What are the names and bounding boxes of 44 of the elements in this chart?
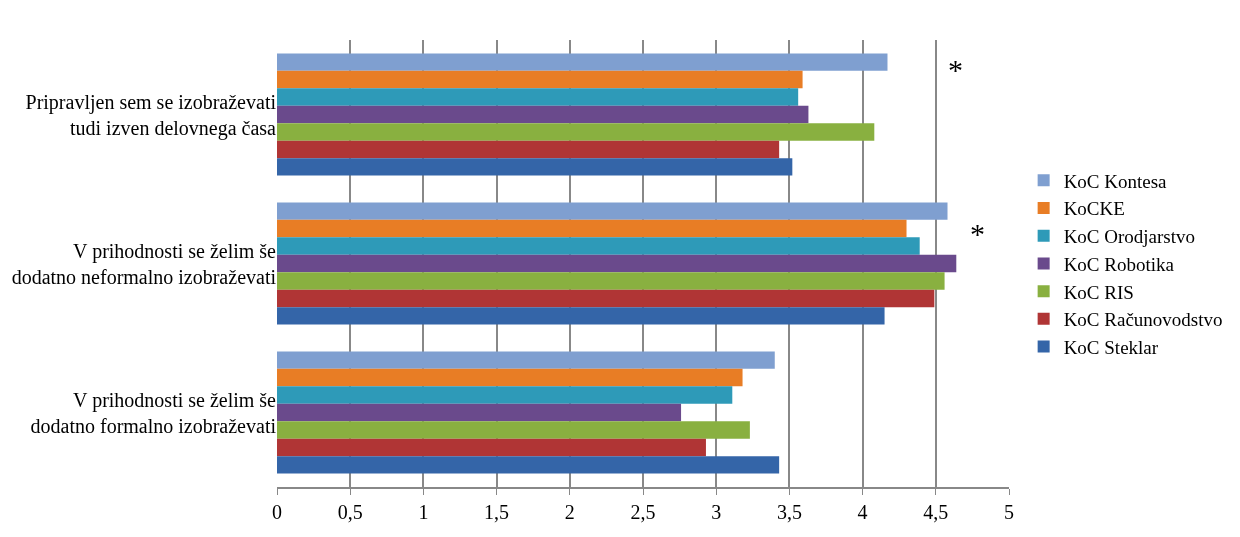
x-tick-label: 2,5: [630, 500, 656, 523]
bar: [277, 53, 888, 71]
bar: [277, 88, 799, 106]
bar: [277, 70, 803, 89]
legend-label: KoC Računovodstvo: [1063, 309, 1223, 331]
legend-label: KoCKE: [1063, 198, 1125, 220]
bar: [277, 351, 775, 369]
bar: [277, 386, 733, 404]
bar: [277, 140, 780, 159]
bar: [277, 368, 743, 387]
x-tick-label: 5: [1004, 500, 1014, 523]
x-tick-label: 3,5: [776, 500, 802, 523]
bar: [277, 123, 875, 141]
y-tick-label: V prihodnosti se želim še dodatno formalno izobraževati: [30, 388, 277, 437]
x-tick-label: 3: [711, 500, 722, 523]
bar: [277, 438, 706, 457]
bar: [277, 272, 945, 290]
bar: [277, 456, 780, 474]
annotation: *: [970, 217, 985, 250]
legend-label: KoC Robotika: [1063, 253, 1175, 275]
y-tick-label: Pripravljen sem se izobraževati tudi izven delovnega časa: [25, 90, 277, 140]
x-tick-label: 0: [272, 500, 282, 523]
bar: [277, 254, 957, 273]
x-tick-label: 1,5: [484, 500, 510, 523]
bar: [277, 289, 935, 308]
legend-label: KoC Kontesa: [1063, 170, 1168, 192]
bar: [277, 105, 809, 124]
bar: [277, 202, 948, 220]
x-tick-label: 0,5: [337, 500, 363, 523]
x-tick-label: 1: [418, 500, 429, 523]
legend-label: KoC RIS: [1063, 281, 1134, 303]
bar: [277, 403, 682, 422]
x-tick-label: 4: [857, 500, 868, 523]
y-tick-label: V prihodnosti se želim še dodatno neformalno izobraževati: [11, 239, 277, 288]
bar: [277, 307, 885, 325]
legend-label: KoC Steklar: [1063, 336, 1159, 358]
legend-label: KoC Orodjarstvo: [1063, 226, 1196, 248]
bar: [277, 158, 793, 176]
x-tick-label: 2: [564, 500, 575, 523]
x-tick-label: 4,5: [923, 500, 949, 523]
annotation: *: [948, 53, 963, 86]
bar: [277, 421, 750, 439]
bar: [277, 237, 920, 255]
bar: [277, 219, 907, 238]
